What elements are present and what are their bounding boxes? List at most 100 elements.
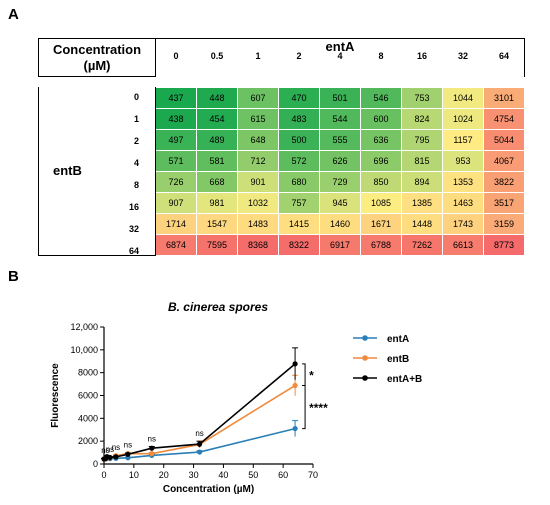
- legend-label: entB: [387, 354, 409, 365]
- heatmap-cell: 907: [155, 191, 197, 214]
- heatmap-table: Concentration (µM) entA 0 0.5 1 2 4 8 16 32 64 en…: [38, 38, 525, 256]
- column-header-label: 64: [498, 50, 509, 61]
- heatmap-row: entB 0 1 2 4 8 16 32 64 437 448 607 470 501 546 753 1044…: [38, 86, 525, 256]
- column-header-label: 2: [296, 50, 302, 61]
- legend-label: entA+B: [387, 374, 422, 385]
- row-header-label: 4: [133, 158, 139, 168]
- heatmap-cell: 795: [401, 128, 443, 151]
- x-tick-label: 0: [101, 470, 106, 480]
- heatmap-cell: 489: [196, 128, 238, 151]
- heatmap-cell: 6613: [442, 233, 484, 256]
- ns-annotation: ns: [195, 429, 203, 438]
- data-point: [292, 382, 298, 389]
- heatmap-cell: 668: [196, 170, 238, 193]
- heatmap-cell: 6874: [155, 233, 197, 256]
- heatmap-cell: 8773: [483, 233, 525, 256]
- heatmap-cell: 6788: [360, 233, 402, 256]
- heatmap-cell: 4754: [483, 107, 525, 130]
- heatmap-cell: 3159: [483, 212, 525, 235]
- heatmap-cell: 448: [196, 86, 238, 109]
- legend-marker: [362, 355, 368, 361]
- heatmap-cell: 1353: [442, 170, 484, 193]
- heatmap-cell: 945: [319, 191, 361, 214]
- y-tick-label: 6000: [78, 391, 98, 401]
- row-header-label: 8: [133, 180, 139, 190]
- data-point: [149, 451, 155, 457]
- legend-label: entA: [387, 334, 409, 345]
- y-tick-label: 8000: [78, 368, 98, 378]
- column-header: 1: [238, 51, 279, 68]
- heatmap-cell: 636: [360, 128, 402, 151]
- ns-annotation: ns: [112, 443, 120, 452]
- heatmap-cell: 626: [319, 149, 361, 172]
- column-title-cell: entA: [155, 38, 525, 77]
- heatmap-cell: 680: [278, 170, 320, 193]
- corner-label-line1: Concentration: [52, 41, 142, 57]
- heatmap-cell: 850: [360, 170, 402, 193]
- corner-header: Concentration (µM): [38, 38, 156, 77]
- x-tick-label: 60: [278, 470, 288, 480]
- heatmap-cell: 1547: [196, 212, 238, 235]
- heatmap-cell: 437: [155, 86, 197, 109]
- data-point: [107, 454, 113, 461]
- heatmap-cell: 1714: [155, 212, 197, 235]
- heatmap-cell: 1044: [442, 86, 484, 109]
- ns-annotation: ns: [101, 446, 109, 455]
- heatmap-cell: 500: [278, 128, 320, 151]
- x-tick-label: 40: [218, 470, 228, 480]
- heatmap-cell: 4067: [483, 149, 525, 172]
- heatmap-cell: 901: [237, 170, 279, 193]
- column-header-label: 0: [173, 50, 179, 61]
- heatmap-cell: 1743: [442, 212, 484, 235]
- heatmap-cell: 546: [360, 86, 402, 109]
- significance-label: *: [309, 369, 314, 383]
- heatmap-cell: 8368: [237, 233, 279, 256]
- heatmap-cell: 753: [401, 86, 443, 109]
- ns-annotation: ns: [124, 441, 132, 450]
- data-point: [125, 451, 131, 457]
- row-header-label: 0: [133, 92, 139, 102]
- significance-label: ****: [309, 401, 328, 415]
- heatmap-cell: 438: [155, 107, 197, 130]
- column-header: 2: [279, 51, 320, 68]
- x-tick-label: 20: [159, 470, 169, 480]
- heatmap-cell: 1483: [237, 212, 279, 235]
- row-header-column: entB 0 1 2 4 8 16 32 64: [38, 87, 156, 256]
- x-tick-label: 70: [308, 470, 318, 480]
- heatmap-cell: 571: [155, 149, 197, 172]
- x-tick-label: 10: [129, 470, 139, 480]
- heatmap-cell: 600: [360, 107, 402, 130]
- corner-label-line2: (µM): [83, 57, 111, 73]
- heatmap-row: 907 981 1032 757 945 1085 1385 1463 3517: [39, 191, 525, 214]
- row-header-label: 32: [128, 224, 139, 234]
- heatmap-cell: 8322: [278, 233, 320, 256]
- heatmap-cell: 501: [319, 86, 361, 109]
- x-tick-label: 30: [189, 470, 199, 480]
- row-title: entB: [53, 163, 82, 178]
- column-header: 0.5: [197, 51, 238, 68]
- heatmap-cell: 615: [237, 107, 279, 130]
- heatmap-cell: 1385: [401, 191, 443, 214]
- heatmap-cell: 3517: [483, 191, 525, 214]
- legend-marker: [362, 335, 368, 341]
- y-tick-label: 4000: [78, 413, 98, 423]
- column-header-label: 8: [378, 50, 384, 61]
- column-header: 16: [402, 51, 443, 68]
- heatmap-cell: 497: [155, 128, 197, 151]
- heatmap-cell: 648: [237, 128, 279, 151]
- heatmap-cell: 696: [360, 149, 402, 172]
- heatmap-cell: 815: [401, 149, 443, 172]
- column-header: 0: [156, 51, 197, 68]
- column-header-label: 16: [416, 50, 427, 61]
- panel-a-label: A: [8, 6, 19, 23]
- y-tick-label: 10,000: [70, 345, 98, 355]
- column-header: 32: [443, 51, 484, 68]
- heatmap-cell: 454: [196, 107, 238, 130]
- heatmap-cell: 981: [196, 191, 238, 214]
- column-header-label: 1: [255, 50, 261, 61]
- data-point: [292, 425, 298, 432]
- heatmap-cell: 7262: [401, 233, 443, 256]
- data-point: [292, 361, 298, 367]
- heatmap-cell: 544: [319, 107, 361, 130]
- heatmap-cell: 607: [237, 86, 279, 109]
